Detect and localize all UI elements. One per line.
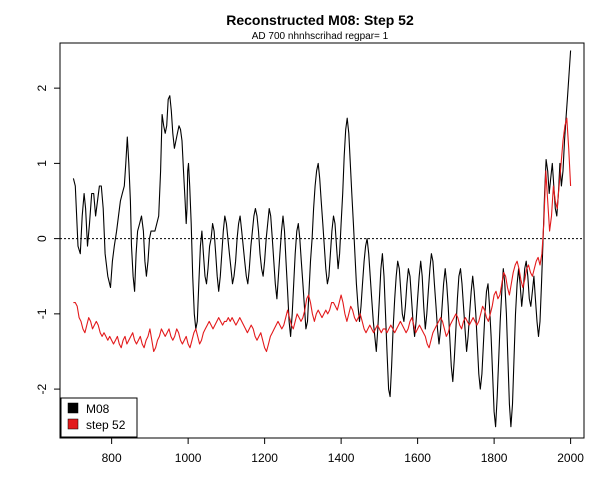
legend-label-step-52: step 52: [86, 418, 126, 432]
y-tick-label: -1: [35, 308, 49, 319]
x-axis: 800 1000 1200 1400 1600 1800 2000: [102, 438, 584, 465]
series-line-m08: [72, 50, 572, 428]
legend-label-m08: M08: [86, 402, 110, 416]
x-tick-label: 1000: [175, 451, 202, 465]
plot-frame: [59, 42, 585, 439]
x-tick-label: 1800: [481, 451, 508, 465]
x-tick-label: 800: [102, 451, 122, 465]
series-layer: [72, 50, 572, 428]
legend: M08 step 52: [60, 397, 138, 438]
y-axis: -2 -1 0 1 2: [35, 84, 60, 394]
x-tick-label: 2000: [557, 451, 584, 465]
legend-swatch-step-52: [67, 418, 79, 430]
chart-subtitle: AD 700 nhnhscrihad regpar= 1: [252, 31, 389, 42]
y-tick-label: 1: [35, 160, 49, 167]
legend-swatch-m08: [67, 402, 79, 414]
x-tick-label: 1600: [404, 451, 431, 465]
x-tick-label: 1400: [328, 451, 355, 465]
y-tick-label: 0: [35, 235, 49, 242]
series-line-step-52: [73, 117, 572, 353]
y-tick-label: -2: [35, 383, 49, 394]
y-tick-label: 2: [35, 84, 49, 91]
chart-title: Reconstructed M08: Step 52: [226, 12, 414, 28]
x-tick-label: 1200: [251, 451, 278, 465]
